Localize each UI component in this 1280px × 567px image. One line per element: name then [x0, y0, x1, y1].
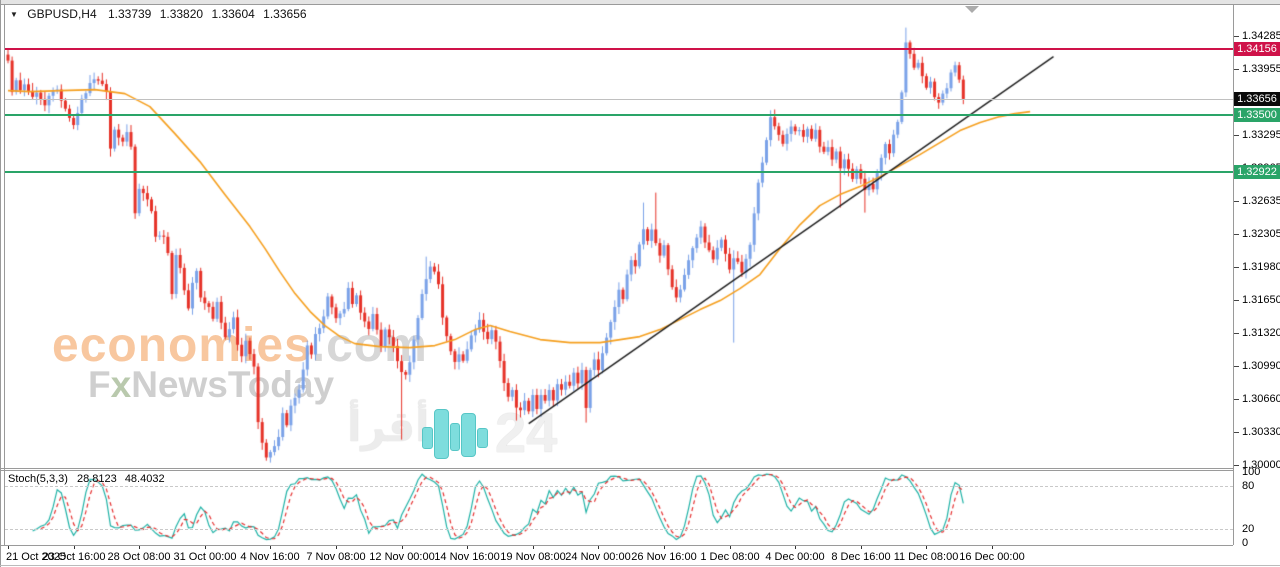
date-tick-label: 24 Nov 00:00: [565, 551, 631, 563]
date-tick-label: 12 Nov 00:00: [369, 551, 435, 563]
date-tick-mark: [467, 545, 468, 549]
stochastic-chart-canvas[interactable]: [5, 471, 1233, 545]
price-tick-label: 1.34285: [1242, 30, 1280, 42]
level-line-1.32922[interactable]: [5, 171, 1233, 174]
date-tick-label: 16 Dec 00:00: [959, 551, 1025, 563]
date-tick-mark: [992, 545, 993, 549]
date-tick-label: 28 Oct 08:00: [107, 551, 171, 563]
bottom-frame-border: [0, 565, 1280, 566]
date-tick-label: 23 Oct 16:00: [42, 551, 106, 563]
date-tick-label: 31 Oct 00:00: [173, 551, 237, 563]
price-tick-label: 1.31650: [1242, 294, 1280, 306]
date-tick-mark: [74, 545, 75, 549]
price-tick-label: 1.31980: [1242, 261, 1280, 273]
date-tick-mark: [926, 545, 927, 549]
date-tick-label: 19 Nov 08:00: [500, 551, 566, 563]
subwindow-separator[interactable]: [0, 468, 1233, 469]
date-tick-label: 8 Dec 16:00: [831, 551, 891, 563]
price-badge-1.33656: 1.33656: [1234, 92, 1280, 106]
symbol-period-label: GBPUSD,H4: [27, 7, 97, 21]
price-tick-mark: [1234, 69, 1239, 70]
date-tick-mark: [730, 545, 731, 549]
date-tick-label: 11 Dec 08:00: [893, 551, 959, 563]
stochastic-axis-label: 20: [1242, 523, 1255, 535]
price-tick-label: 1.32635: [1242, 195, 1280, 207]
stochastic-label: Stoch(5,3,3) 28.8123 48.4032: [8, 473, 165, 486]
title-open-value: 1.33739: [107, 7, 152, 21]
price-badge-1.32922: 1.32922: [1234, 165, 1280, 179]
date-tick-label: 4 Nov 16:00: [240, 551, 300, 563]
date-tick-label: 1 Dec 08:00: [700, 551, 760, 563]
stochastic-axis-label: 100: [1242, 466, 1261, 478]
price-tick-mark: [1234, 465, 1239, 466]
date-tick-mark: [795, 545, 796, 549]
top-frame-bar: [0, 0, 1280, 5]
subwindow-separator-2[interactable]: [0, 470, 1233, 471]
stochastic-axis-label: 0: [1242, 537, 1249, 549]
price-tick-mark: [1234, 366, 1239, 367]
chart-left-border: [4, 5, 5, 545]
price-badge-1.34156: 1.34156: [1234, 42, 1280, 56]
price-tick-label: 1.33955: [1242, 63, 1280, 75]
date-tick-mark: [270, 545, 271, 549]
symbol-dropdown-icon[interactable]: ▼: [10, 10, 18, 19]
price-chart-canvas[interactable]: [5, 6, 1233, 469]
left-frame-border: [0, 0, 1, 567]
price-tick-mark: [1234, 399, 1239, 400]
price-tick-mark: [1234, 234, 1239, 235]
price-tick-mark: [1234, 267, 1239, 268]
date-tick-mark: [533, 545, 534, 549]
price-tick-label: 1.30990: [1242, 360, 1280, 372]
price-tick-label: 1.31320: [1242, 327, 1280, 339]
date-tick-label: 4 Dec 00:00: [765, 551, 825, 563]
price-tick-label: 1.30000: [1242, 459, 1280, 471]
scroll-to-end-icon[interactable]: [965, 6, 979, 13]
stochastic-signal-value: 48.4032: [124, 473, 165, 485]
price-tick-label: 1.30330: [1242, 426, 1280, 438]
level-line-1.33656[interactable]: [5, 98, 1233, 100]
date-tick-label: 26 Nov 16:00: [631, 551, 697, 563]
date-tick-mark: [205, 545, 206, 549]
price-badge-1.33500: 1.33500: [1234, 108, 1280, 122]
date-tick-label: 14 Nov 16:00: [434, 551, 500, 563]
price-tick-mark: [1234, 135, 1239, 136]
date-tick-label: 7 Nov 08:00: [306, 551, 366, 563]
stochastic-level-80: [5, 486, 1233, 487]
level-line-1.335[interactable]: [5, 113, 1233, 116]
date-tick-mark: [402, 545, 403, 549]
date-tick-mark: [664, 545, 665, 549]
date-tick-mark: [336, 545, 337, 549]
price-tick-mark: [1234, 300, 1239, 301]
stochastic-axis-label: 80: [1242, 480, 1255, 492]
price-tick-mark: [1234, 36, 1239, 37]
price-tick-mark: [1234, 201, 1239, 202]
date-tick-mark: [598, 545, 599, 549]
price-tick-mark: [1234, 432, 1239, 433]
stochastic-name: Stoch(5,3,3): [8, 473, 68, 485]
stochastic-level-20: [5, 529, 1233, 530]
title-low-value: 1.33604: [211, 7, 255, 21]
date-tick-mark: [861, 545, 862, 549]
chart-title: ▼ GBPUSD,H4 1.33739 1.33820 1.33604 1.33…: [10, 7, 307, 21]
date-tick-mark: [8, 545, 9, 549]
price-tick-mark: [1234, 333, 1239, 334]
date-tick-mark: [139, 545, 140, 549]
stoch-bottom-border: [0, 545, 1233, 546]
price-axis-border: [1233, 5, 1234, 545]
title-close-value: 1.33656: [263, 7, 307, 21]
title-high-value: 1.33820: [159, 7, 204, 21]
price-tick-label: 1.30660: [1242, 393, 1280, 405]
price-tick-label: 1.33295: [1242, 129, 1280, 141]
level-line-1.34156[interactable]: [5, 48, 1233, 50]
stochastic-main-value: 28.8123: [76, 473, 117, 485]
price-tick-label: 1.32305: [1242, 228, 1280, 240]
date-tick-label: 21 Oct 2025: [6, 551, 66, 563]
